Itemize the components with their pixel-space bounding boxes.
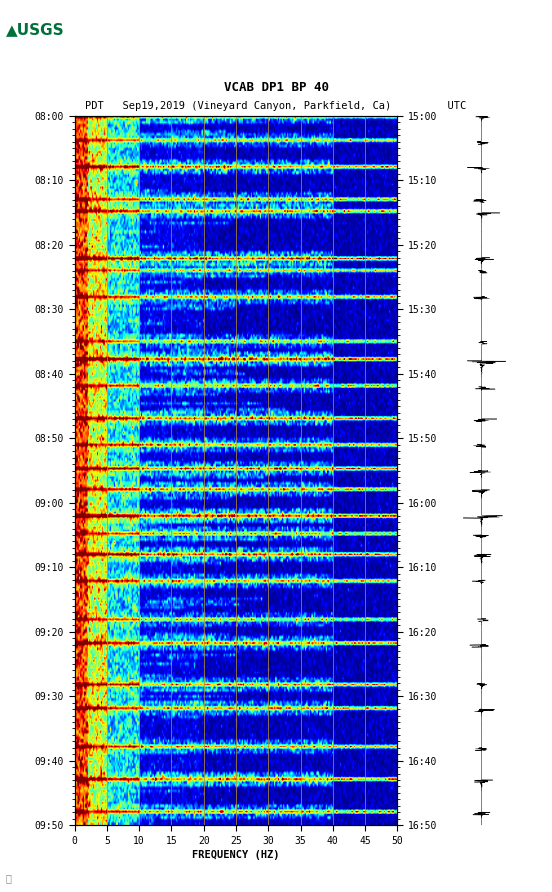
Text: ▲USGS: ▲USGS <box>6 22 64 37</box>
Text: VCAB DP1 BP 40: VCAB DP1 BP 40 <box>224 80 328 94</box>
Text: PDT   Sep19,2019 (Vineyard Canyon, Parkfield, Ca)         UTC: PDT Sep19,2019 (Vineyard Canyon, Parkfie… <box>86 101 466 111</box>
X-axis label: FREQUENCY (HZ): FREQUENCY (HZ) <box>192 850 280 860</box>
Text: Ⓚ: Ⓚ <box>6 873 12 883</box>
